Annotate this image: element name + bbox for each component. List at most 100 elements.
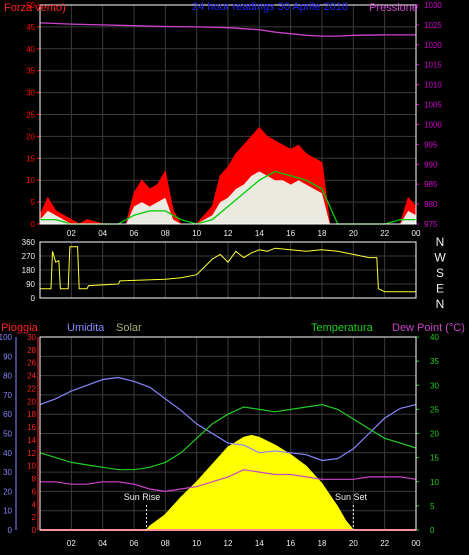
- chart-title: 24 hour readings 30 Aprile 2018: [192, 1, 348, 13]
- humidity-tick-label: 30: [3, 468, 12, 477]
- temperature-axis-label: Temperatura: [311, 322, 374, 334]
- wind-direction-line: [40, 246, 416, 293]
- temperature-tick-label: 25: [430, 405, 439, 414]
- humidity-tick-label: 20: [3, 487, 12, 496]
- temp-x-tick-label: 18: [318, 539, 327, 548]
- wind-tick-label: 15: [26, 154, 35, 163]
- pressure-tick-label: 1000: [424, 120, 442, 129]
- wind-x-tick-label: 16: [286, 229, 295, 238]
- wind-direction-frame: [39, 241, 417, 299]
- temp-humidity-axes: 0102030405060708090100024681012141618202…: [0, 333, 439, 548]
- pressure-tick-label: 975: [424, 220, 438, 229]
- temp-x-tick-label: 10: [192, 539, 201, 548]
- sun-set-annotation: Sun Set: [335, 492, 368, 502]
- compass-label: S: [436, 266, 444, 280]
- humidity-tick-label: 80: [3, 372, 12, 381]
- humidity-tick-label: 60: [3, 410, 12, 419]
- wind-tick-label: 5: [31, 198, 36, 207]
- rain-tick-label: 8: [32, 475, 37, 484]
- direction-tick-label: 180: [22, 266, 36, 275]
- rain-axis-label: Pioggia: [1, 322, 39, 334]
- humidity-tick-label: 70: [3, 391, 12, 400]
- direction-tick-label: 360: [22, 238, 36, 247]
- wind-tick-label: 0: [31, 220, 36, 229]
- pressure-tick-label: 1020: [424, 41, 442, 50]
- wind-tick-label: 50: [26, 1, 35, 10]
- temp-x-tick-label: 02: [67, 539, 76, 548]
- humidity-tick-label: 90: [3, 352, 12, 361]
- temp-x-tick-label: 08: [161, 539, 170, 548]
- rain-tick-label: 20: [27, 397, 36, 406]
- pressure-tick-label: 1015: [424, 61, 442, 70]
- pressure-line: [39, 22, 416, 37]
- rain-tick-label: 26: [27, 359, 36, 368]
- temperature-tick-label: 15: [430, 454, 439, 463]
- temp-x-tick-label: 06: [130, 539, 139, 548]
- temperature-tick-label: 30: [430, 381, 439, 390]
- wind-x-tick-label: 18: [318, 229, 327, 238]
- temp-x-tick-label: 12: [224, 539, 233, 548]
- rain-tick-label: 22: [27, 384, 36, 393]
- temp-x-tick-label: 16: [286, 539, 295, 548]
- humidity-tick-label: 0: [8, 526, 13, 535]
- temperature-tick-label: 5: [430, 502, 435, 511]
- solar-area: [40, 434, 416, 531]
- pressure-tick-label: 985: [424, 180, 438, 189]
- dew-point-axis-label: Dew Point (°C): [392, 322, 465, 334]
- pressure-tick-label: 995: [424, 140, 438, 149]
- temperature-tick-label: 20: [430, 430, 439, 439]
- temperature-tick-label: 35: [430, 357, 439, 366]
- rain-tick-label: 30: [27, 333, 36, 342]
- direction-tick-label: 270: [22, 252, 36, 261]
- temp-x-tick-label: 20: [349, 539, 358, 548]
- direction-tick-label: 0: [31, 294, 36, 303]
- temp-x-tick-label: 04: [98, 539, 107, 548]
- wind-x-tick-label: 14: [255, 229, 264, 238]
- wind-pressure-axes: 0510152025303540455097598098599099510001…: [26, 1, 442, 238]
- rain-tick-label: 10: [27, 462, 36, 471]
- temp-humidity-frame: [39, 336, 417, 531]
- wind-tick-label: 45: [26, 23, 35, 32]
- pressure-tick-label: 990: [424, 160, 438, 169]
- pressure-tick-label: 1010: [424, 81, 442, 90]
- rain-tick-label: 14: [27, 436, 36, 445]
- rain-tick-label: 6: [32, 487, 37, 496]
- wind-x-tick-label: 10: [192, 229, 201, 238]
- wind-pressure-frame: [39, 4, 417, 225]
- temperature-line: [39, 403, 417, 471]
- pressure-tick-label: 980: [424, 200, 438, 209]
- wind-speed-area: [40, 171, 416, 224]
- wind-x-tick-label: 04: [98, 229, 107, 238]
- temperature-tick-label: 40: [430, 333, 439, 342]
- wind-tick-label: 40: [26, 45, 35, 54]
- wind-x-tick-label: 06: [130, 229, 139, 238]
- pressure-tick-label: 1030: [424, 1, 442, 10]
- humidity-tick-label: 100: [0, 333, 13, 342]
- compass-label: N: [436, 297, 445, 311]
- temp-x-tick-label: 00: [412, 539, 421, 548]
- wind-direction-series: [40, 246, 416, 293]
- compass-label: W: [434, 251, 446, 265]
- pressure-axis-label: Pressione: [369, 2, 418, 14]
- wind-x-tick-label: 20: [349, 229, 358, 238]
- compass-label: N: [436, 235, 445, 249]
- wind-direction-grid: [40, 241, 416, 299]
- wind-axis-label: Forza vento): [4, 2, 66, 14]
- rain-tick-label: 28: [27, 346, 36, 355]
- temperature-tick-label: 0: [430, 526, 435, 535]
- temp-x-tick-label: 14: [255, 539, 264, 548]
- humidity-axis-label: Umidita: [67, 322, 105, 334]
- humidity-tick-label: 40: [3, 449, 12, 458]
- pressure-tick-label: 1025: [424, 21, 442, 30]
- wind-tick-label: 25: [26, 111, 35, 120]
- wind-tick-label: 30: [26, 89, 35, 98]
- sun-rise-annotation: Sun Rise: [124, 492, 161, 502]
- rain-tick-label: 24: [27, 372, 36, 381]
- rain-tick-label: 16: [27, 423, 36, 432]
- wind-x-tick-label: 00: [412, 229, 421, 238]
- wind-x-tick-label: 02: [67, 229, 76, 238]
- rain-tick-label: 2: [32, 513, 37, 522]
- humidity-tick-label: 50: [3, 430, 12, 439]
